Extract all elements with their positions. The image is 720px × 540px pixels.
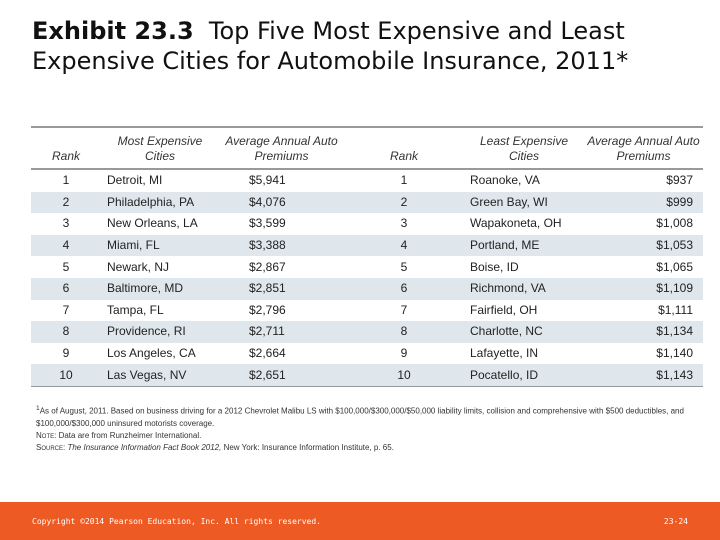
least-expensive-premium-cell: $1,111 — [658, 302, 693, 317]
most-expensive-city-cell: Detroit, MI — [107, 173, 163, 188]
table-header-row: Rank Most Expensive Cities Average Annua… — [31, 127, 703, 169]
source-line: Source: The Insurance Information Fact B… — [36, 442, 696, 454]
rank-cell: 3 — [62, 216, 70, 231]
source-label: Source: — [36, 442, 66, 452]
most-expensive-premium-cell: $3,388 — [219, 234, 344, 257]
page-number: 23-24 — [663, 517, 688, 526]
least-expensive-premium-cell: $1,065 — [656, 259, 693, 274]
most-expensive-premium-cell: $2,711 — [219, 321, 344, 343]
most-expensive-city-cell: Newark, NJ — [107, 259, 170, 274]
rank-cell-2: 1 — [400, 173, 408, 188]
least-expensive-city-cell: Lafayette, IN — [470, 346, 539, 361]
footnote: 1As of August, 2011. Based on business d… — [36, 403, 696, 430]
footnote-text: As of August, 2011. Based on business dr… — [36, 406, 684, 428]
rank-cell: 1 — [62, 173, 70, 188]
table-row: 6 Baltimore, MD $2,851 6 Richmond, VA $1,109 — [31, 277, 703, 300]
footnote-mark: 1 — [36, 405, 40, 412]
table-row: 8 Providence, RI $2,711 8 Charlotte, NC $1,13… — [31, 321, 703, 343]
least-expensive-city-cell: Richmond, VA — [464, 277, 584, 300]
least-expensive-premium-cell: $1,134 — [584, 321, 703, 343]
header-rank: Rank — [51, 149, 80, 163]
most-expensive-city-cell: New Orleans, LA — [107, 216, 198, 231]
premium-table-container: Rank Most Expensive Cities Average Annua… — [31, 126, 703, 387]
most-expensive-city-cell: Providence, RI — [101, 321, 219, 343]
most-expensive-city-cell: Philadelphia, PA — [101, 191, 219, 214]
rank-cell-2: 7 — [400, 302, 408, 317]
least-expensive-premium-cell: $1,140 — [656, 346, 693, 361]
least-expensive-city-cell: Pocatello, ID — [464, 364, 584, 387]
table-row: 3 New Orleans, LA $3,599 3 Wapakoneta, OH $1,… — [31, 213, 703, 235]
source-rest: New York: Insurance Information Institut… — [223, 442, 394, 452]
source-title: The Insurance Information Fact Book 2012… — [67, 442, 222, 452]
exhibit-label: Exhibit 23.3 — [32, 17, 194, 45]
table-row: 4 Miami, FL $3,388 4 Portland, ME $1,053 — [31, 234, 703, 257]
header-most-expensive: Most Expensive Cities — [117, 134, 203, 163]
header-avg-premiums-2: Average Annual Auto Premiums — [587, 134, 700, 163]
least-expensive-premium-cell: $937 — [666, 173, 693, 188]
least-expensive-city-cell: Charlotte, NC — [464, 321, 584, 343]
rank-cell: 8 — [31, 321, 101, 343]
least-expensive-city-cell: Green Bay, WI — [464, 191, 584, 214]
header-rank-2: Rank — [389, 149, 418, 163]
header-avg-premiums: Average Annual Auto Premiums — [225, 134, 338, 163]
note-line: Note: Data are from Runzheimer Internati… — [36, 430, 696, 442]
least-expensive-city-cell: Wapakoneta, OH — [470, 216, 562, 231]
premium-table: Rank Most Expensive Cities Average Annua… — [31, 126, 703, 387]
least-expensive-city-cell: Roanoke, VA — [470, 173, 540, 188]
most-expensive-premium-cell: $2,851 — [219, 277, 344, 300]
footer-bar: Copyright ©2014 Pearson Education, Inc. … — [0, 502, 720, 540]
most-expensive-city-cell: Baltimore, MD — [101, 277, 219, 300]
most-expensive-premium-cell: $2,867 — [249, 259, 286, 274]
most-expensive-premium-cell: $2,664 — [249, 346, 286, 361]
rank-cell: 6 — [31, 277, 101, 300]
slide-title: Exhibit 23.3 Top Five Most Expensive and… — [32, 16, 702, 76]
most-expensive-premium-cell: $4,076 — [219, 191, 344, 214]
rank-cell: 9 — [62, 346, 70, 361]
rank-cell: 7 — [62, 302, 70, 317]
least-expensive-city-cell: Portland, ME — [464, 234, 584, 257]
least-expensive-premium-cell: $1,143 — [584, 364, 703, 387]
most-expensive-premium-cell: $2,796 — [249, 302, 286, 317]
table-row: 1 Detroit, MI $5,941 1 Roanoke, VA $937 — [31, 169, 703, 192]
rank-cell: 4 — [31, 234, 101, 257]
most-expensive-premium-cell: $2,651 — [219, 364, 344, 387]
table-body: 1 Detroit, MI $5,941 1 Roanoke, VA $937 2 Phila… — [31, 169, 703, 387]
table-notes: 1As of August, 2011. Based on business d… — [36, 403, 696, 454]
note-label: Note: — [36, 430, 57, 440]
note-text: Data are from Runzheimer International. — [58, 430, 202, 440]
most-expensive-premium-cell: $5,941 — [249, 173, 286, 188]
rank-cell-2: 10 — [344, 364, 464, 387]
most-expensive-city-cell: Miami, FL — [101, 234, 219, 257]
rank-cell-2: 5 — [400, 259, 408, 274]
table-row: 2 Philadelphia, PA $4,076 2 Green Bay, WI $99… — [31, 191, 703, 214]
table-row: 5 Newark, NJ $2,867 5 Boise, ID $1,065 — [31, 256, 703, 278]
rank-cell-2: 9 — [400, 346, 408, 361]
rank-cell-2: 2 — [344, 191, 464, 214]
header-least-expensive: Least Expensive Cities — [479, 134, 569, 163]
table-row: 10 Las Vegas, NV $2,651 10 Pocatello, ID $1,1… — [31, 364, 703, 387]
most-expensive-city-cell: Tampa, FL — [107, 302, 164, 317]
rank-cell-2: 4 — [344, 234, 464, 257]
least-expensive-premium-cell: $1,053 — [584, 234, 703, 257]
rank-cell-2: 3 — [400, 216, 408, 231]
most-expensive-city-cell: Las Vegas, NV — [101, 364, 219, 387]
least-expensive-premium-cell: $1,008 — [656, 216, 693, 231]
table-row: 9 Los Angeles, CA $2,664 9 Lafayette, IN $1,1… — [31, 343, 703, 365]
rank-cell: 10 — [31, 364, 101, 387]
rank-cell: 2 — [31, 191, 101, 214]
least-expensive-city-cell: Fairfield, OH — [470, 302, 538, 317]
most-expensive-city-cell: Los Angeles, CA — [107, 346, 196, 361]
rank-cell-2: 8 — [344, 321, 464, 343]
least-expensive-premium-cell: $1,109 — [584, 277, 703, 300]
least-expensive-city-cell: Boise, ID — [470, 259, 519, 274]
rank-cell: 5 — [62, 259, 70, 274]
table-row: 7 Tampa, FL $2,796 7 Fairfield, OH $1,111 — [31, 300, 703, 322]
rank-cell-2: 6 — [344, 277, 464, 300]
title-text: Top Five Most Expensive and Least Expens… — [32, 17, 629, 75]
most-expensive-premium-cell: $3,599 — [249, 216, 286, 231]
copyright-text: Copyright ©2014 Pearson Education, Inc. … — [32, 517, 321, 526]
least-expensive-premium-cell: $999 — [584, 191, 703, 214]
